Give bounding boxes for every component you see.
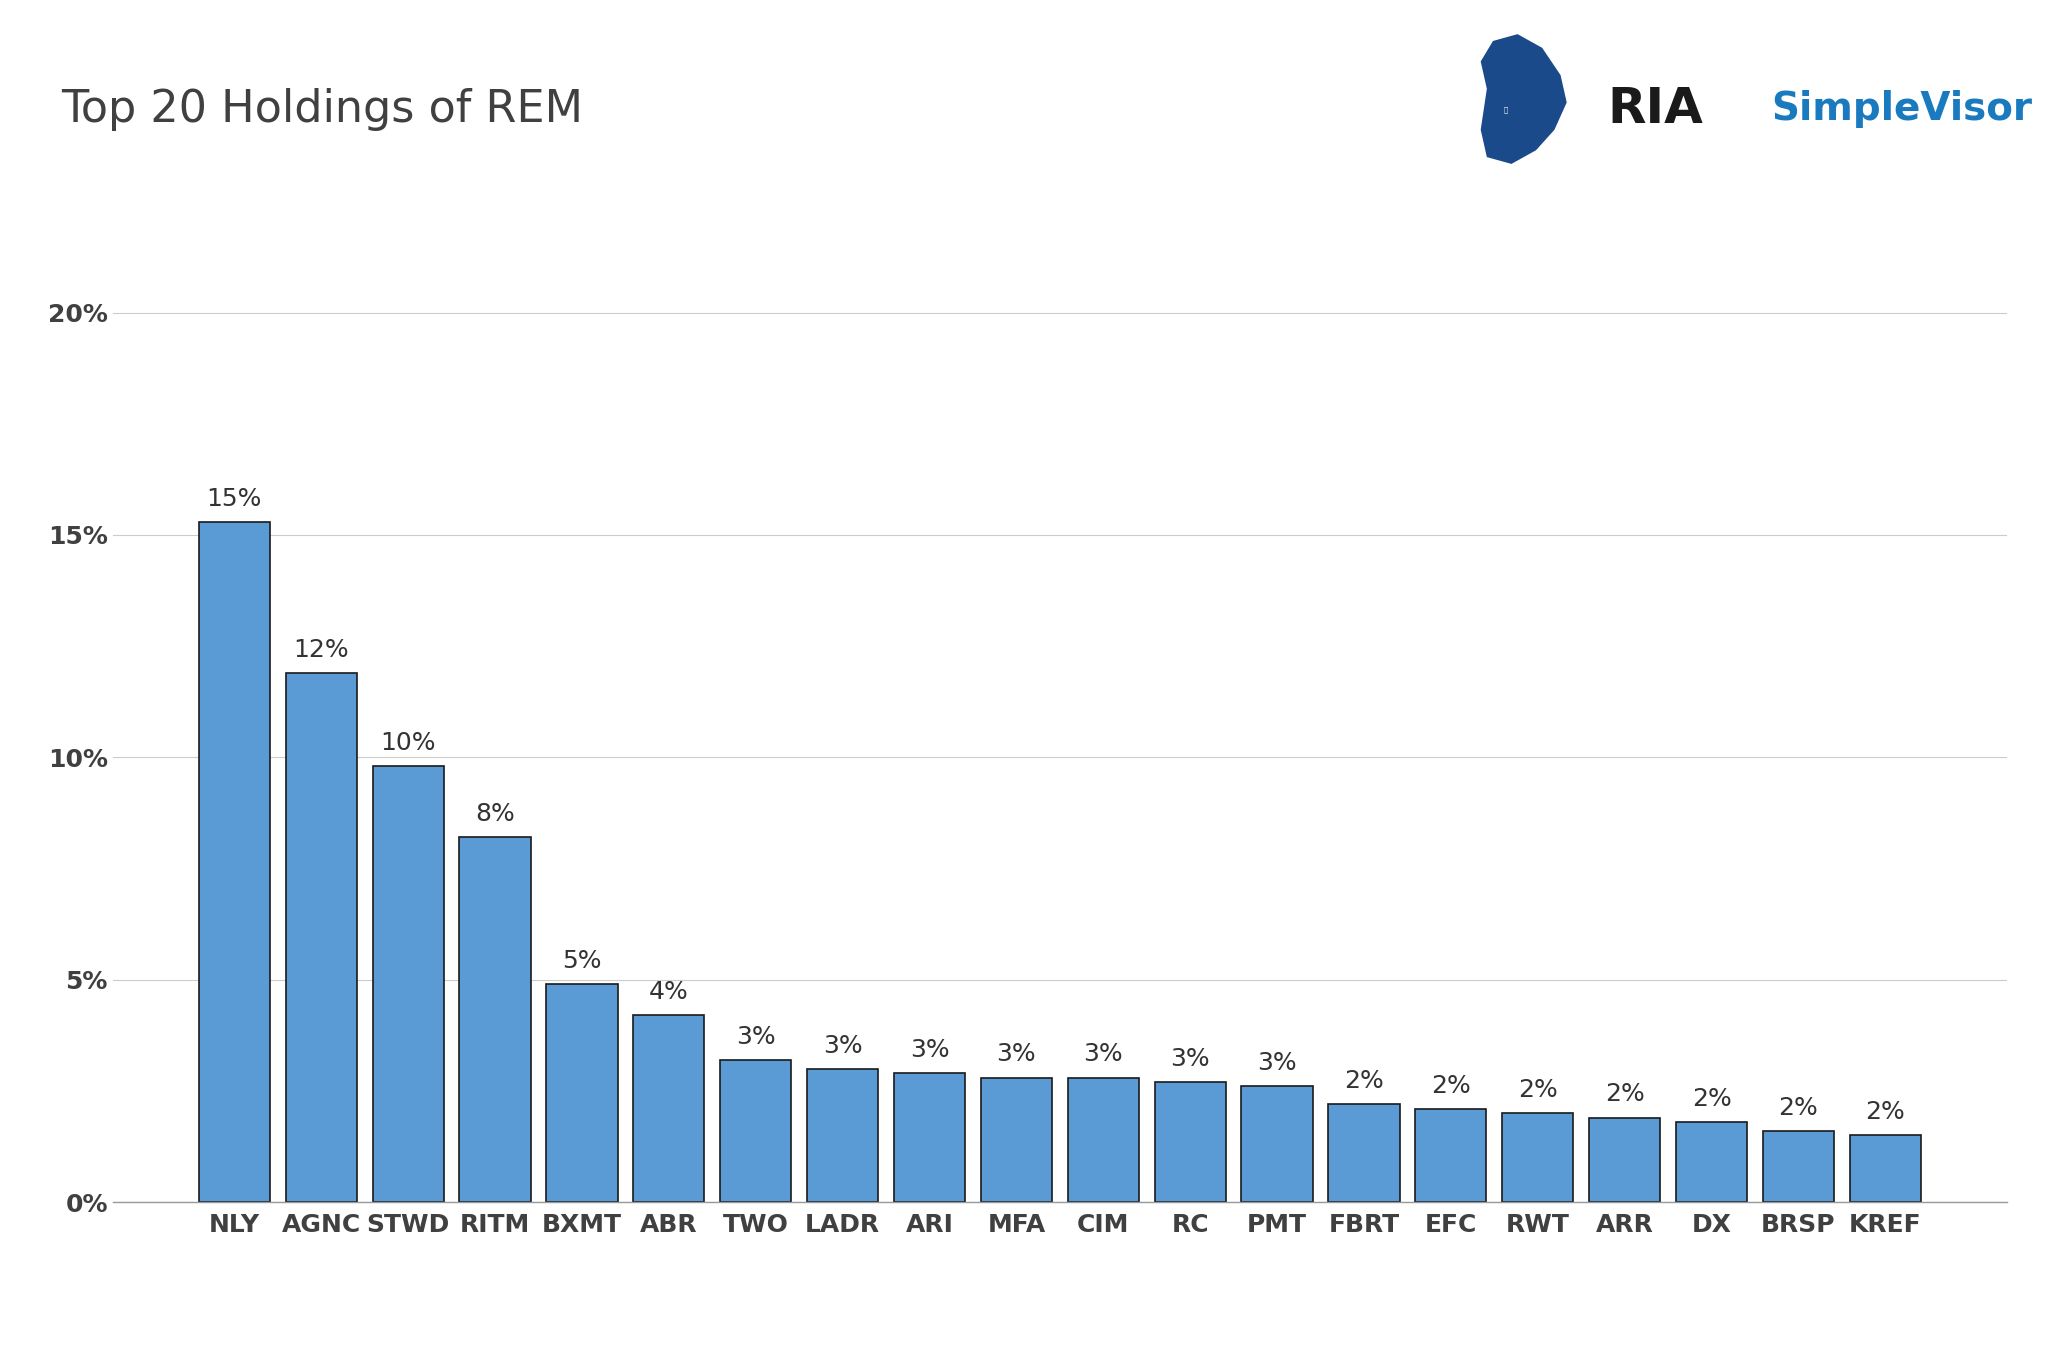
Bar [1763,1131,1835,1202]
Text: 8%: 8% [475,802,514,826]
Text: 2%: 2% [1606,1082,1645,1106]
Text: 3%: 3% [1257,1052,1296,1075]
Text: 3%: 3% [909,1038,950,1061]
Text: 2%: 2% [1432,1074,1470,1097]
Bar [547,984,618,1202]
Bar [1155,1082,1227,1202]
Text: 4%: 4% [649,981,688,1004]
Text: 3%: 3% [1083,1042,1122,1067]
Bar [285,673,356,1202]
Bar [1675,1121,1747,1202]
Text: RIA: RIA [1608,85,1704,134]
Bar [1589,1117,1661,1202]
Text: ⮜: ⮜ [1503,107,1507,112]
Bar [1849,1135,1921,1202]
Text: 5%: 5% [563,949,602,973]
Bar [1501,1113,1573,1202]
Text: 2%: 2% [1778,1096,1819,1120]
Bar [1329,1104,1399,1202]
Polygon shape [1481,34,1567,164]
Bar [459,837,530,1202]
Bar [373,766,444,1202]
Bar [1415,1109,1487,1202]
Text: 3%: 3% [997,1042,1036,1067]
Bar [199,522,270,1202]
Text: 12%: 12% [293,638,348,661]
Text: 15%: 15% [207,486,262,511]
Text: Top 20 Holdings of REM: Top 20 Holdings of REM [61,87,584,131]
Bar [981,1078,1053,1202]
Bar [1067,1078,1139,1202]
Bar [893,1074,965,1202]
Text: 3%: 3% [1169,1046,1210,1071]
Text: 3%: 3% [735,1024,776,1049]
Text: 2%: 2% [1692,1087,1731,1111]
Text: 2%: 2% [1518,1078,1559,1102]
Bar [1241,1086,1313,1202]
Bar [807,1068,879,1202]
Text: 3%: 3% [823,1034,862,1057]
Text: 2%: 2% [1343,1070,1384,1093]
Text: 10%: 10% [381,731,436,755]
Bar [721,1060,791,1202]
Text: 2%: 2% [1866,1100,1905,1124]
Text: SimpleVisor: SimpleVisor [1772,90,2032,128]
Bar [633,1015,705,1202]
